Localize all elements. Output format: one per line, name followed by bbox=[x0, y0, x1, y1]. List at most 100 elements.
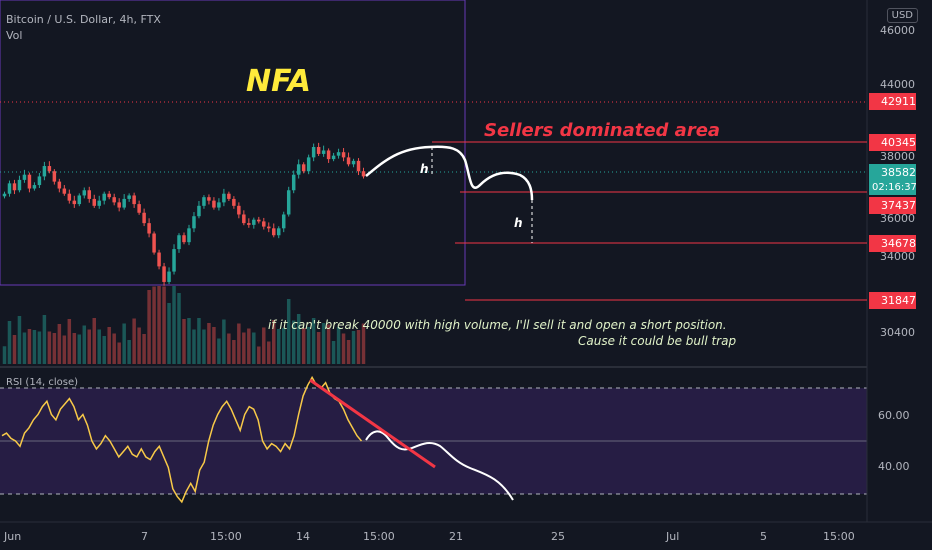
candle-body bbox=[32, 185, 37, 189]
volume-bar bbox=[17, 316, 22, 364]
volume-bar bbox=[217, 338, 221, 364]
candle-body bbox=[162, 266, 166, 282]
volume-bar bbox=[107, 327, 111, 364]
volume-label[interactable]: Vol bbox=[6, 29, 23, 42]
candle-body bbox=[182, 235, 186, 243]
candle-body bbox=[267, 226, 271, 229]
volume-bar bbox=[306, 327, 311, 364]
nfa-label: NFA bbox=[246, 64, 311, 99]
candle-body bbox=[336, 152, 341, 156]
candle-body bbox=[2, 193, 7, 197]
candle-body bbox=[92, 198, 96, 206]
volume-bar bbox=[52, 333, 57, 364]
candle-body bbox=[227, 193, 231, 199]
candle-body bbox=[346, 157, 351, 165]
candle-body bbox=[351, 160, 356, 165]
volume-bar bbox=[351, 331, 356, 364]
volume-bar bbox=[227, 333, 231, 364]
candle-body bbox=[107, 193, 111, 198]
volume-bar bbox=[336, 327, 341, 364]
price-tick-38000: 38000 bbox=[880, 150, 915, 163]
volume-bar bbox=[247, 328, 251, 364]
time-tick-25: 25 bbox=[551, 530, 565, 543]
candle-body bbox=[147, 223, 151, 234]
currency-button[interactable]: USD bbox=[886, 8, 918, 23]
level-tag-bg-34678 bbox=[869, 235, 916, 252]
volume-bar bbox=[262, 327, 266, 364]
candle-body bbox=[187, 228, 191, 243]
candle-body bbox=[12, 183, 17, 191]
price-tick-46000: 46000 bbox=[880, 24, 915, 37]
volume-bar bbox=[291, 320, 296, 364]
candle-body bbox=[202, 197, 206, 206]
candle-body bbox=[321, 150, 326, 154]
time-tick-14: 14 bbox=[296, 530, 310, 543]
volume-bar bbox=[117, 342, 121, 364]
volume-bar bbox=[142, 334, 146, 364]
volume-bar bbox=[62, 335, 67, 364]
time-tick-7: 7 bbox=[141, 530, 148, 543]
volume-bar bbox=[296, 314, 301, 364]
symbol-title[interactable]: Bitcoin / U.S. Dollar, 4h, FTX bbox=[6, 13, 161, 26]
candle-body bbox=[291, 174, 296, 191]
volume-bar bbox=[92, 318, 96, 364]
volume-bar bbox=[172, 286, 176, 364]
rsi-label[interactable]: RSI (14, close) bbox=[6, 377, 79, 388]
candle-body bbox=[356, 160, 361, 172]
volume-bar bbox=[276, 329, 281, 364]
volume-bar bbox=[272, 320, 276, 364]
volume-bar bbox=[257, 346, 261, 364]
volume-bar bbox=[331, 341, 336, 364]
candle-body bbox=[142, 212, 146, 224]
candle-body bbox=[132, 195, 136, 205]
candle-body bbox=[311, 147, 316, 158]
rsi-tick-40: 40.00 bbox=[878, 460, 910, 473]
h-mark-2: h bbox=[514, 216, 523, 230]
volume-bar bbox=[37, 331, 42, 364]
price-tick-30400: 30400 bbox=[880, 326, 915, 339]
candle-body bbox=[152, 233, 156, 253]
h-mark-1: h bbox=[420, 162, 429, 176]
volume-bar bbox=[202, 329, 206, 364]
volume-bar bbox=[321, 323, 326, 364]
candle-body bbox=[57, 181, 62, 189]
volume-bar bbox=[192, 329, 196, 364]
range-box bbox=[0, 0, 466, 286]
candle-body bbox=[242, 214, 246, 224]
volume-bar bbox=[122, 323, 126, 364]
volume-bar bbox=[77, 334, 82, 364]
candle-body bbox=[207, 197, 211, 201]
volume-bar bbox=[212, 327, 216, 364]
volume-bar bbox=[361, 323, 366, 364]
volume-bar bbox=[57, 324, 62, 364]
time-tick-1500b: 15:00 bbox=[363, 530, 395, 543]
candle-body bbox=[301, 164, 306, 172]
candle-body bbox=[17, 179, 22, 191]
candle-body bbox=[22, 174, 27, 180]
time-tick-1500a: 15:00 bbox=[210, 530, 242, 543]
candle-body bbox=[237, 205, 241, 215]
time-tick-jul: Jul bbox=[665, 530, 679, 543]
candle-body bbox=[62, 188, 67, 194]
price-tick-34000: 34000 bbox=[880, 250, 915, 263]
current-price-tag: 38582 bbox=[881, 166, 916, 179]
candle-body bbox=[112, 197, 116, 203]
volume-bar bbox=[102, 336, 106, 364]
candle-body bbox=[7, 183, 12, 194]
candle-body bbox=[326, 150, 331, 160]
candle-body bbox=[212, 200, 216, 208]
price-tick-44000: 44000 bbox=[880, 78, 915, 91]
candle-body bbox=[167, 271, 171, 282]
level-tag-bg-40345 bbox=[869, 134, 916, 151]
volume-bar bbox=[97, 329, 101, 364]
candle-body bbox=[361, 171, 366, 177]
candle-body bbox=[262, 221, 266, 227]
candle-body bbox=[252, 219, 256, 225]
candle-body bbox=[77, 195, 82, 205]
candle-body bbox=[341, 152, 346, 158]
sellers-area-label: Sellers dominated area bbox=[484, 120, 721, 141]
volume-bar bbox=[47, 331, 52, 364]
volume-bar bbox=[72, 333, 77, 364]
candle-body bbox=[82, 190, 87, 196]
